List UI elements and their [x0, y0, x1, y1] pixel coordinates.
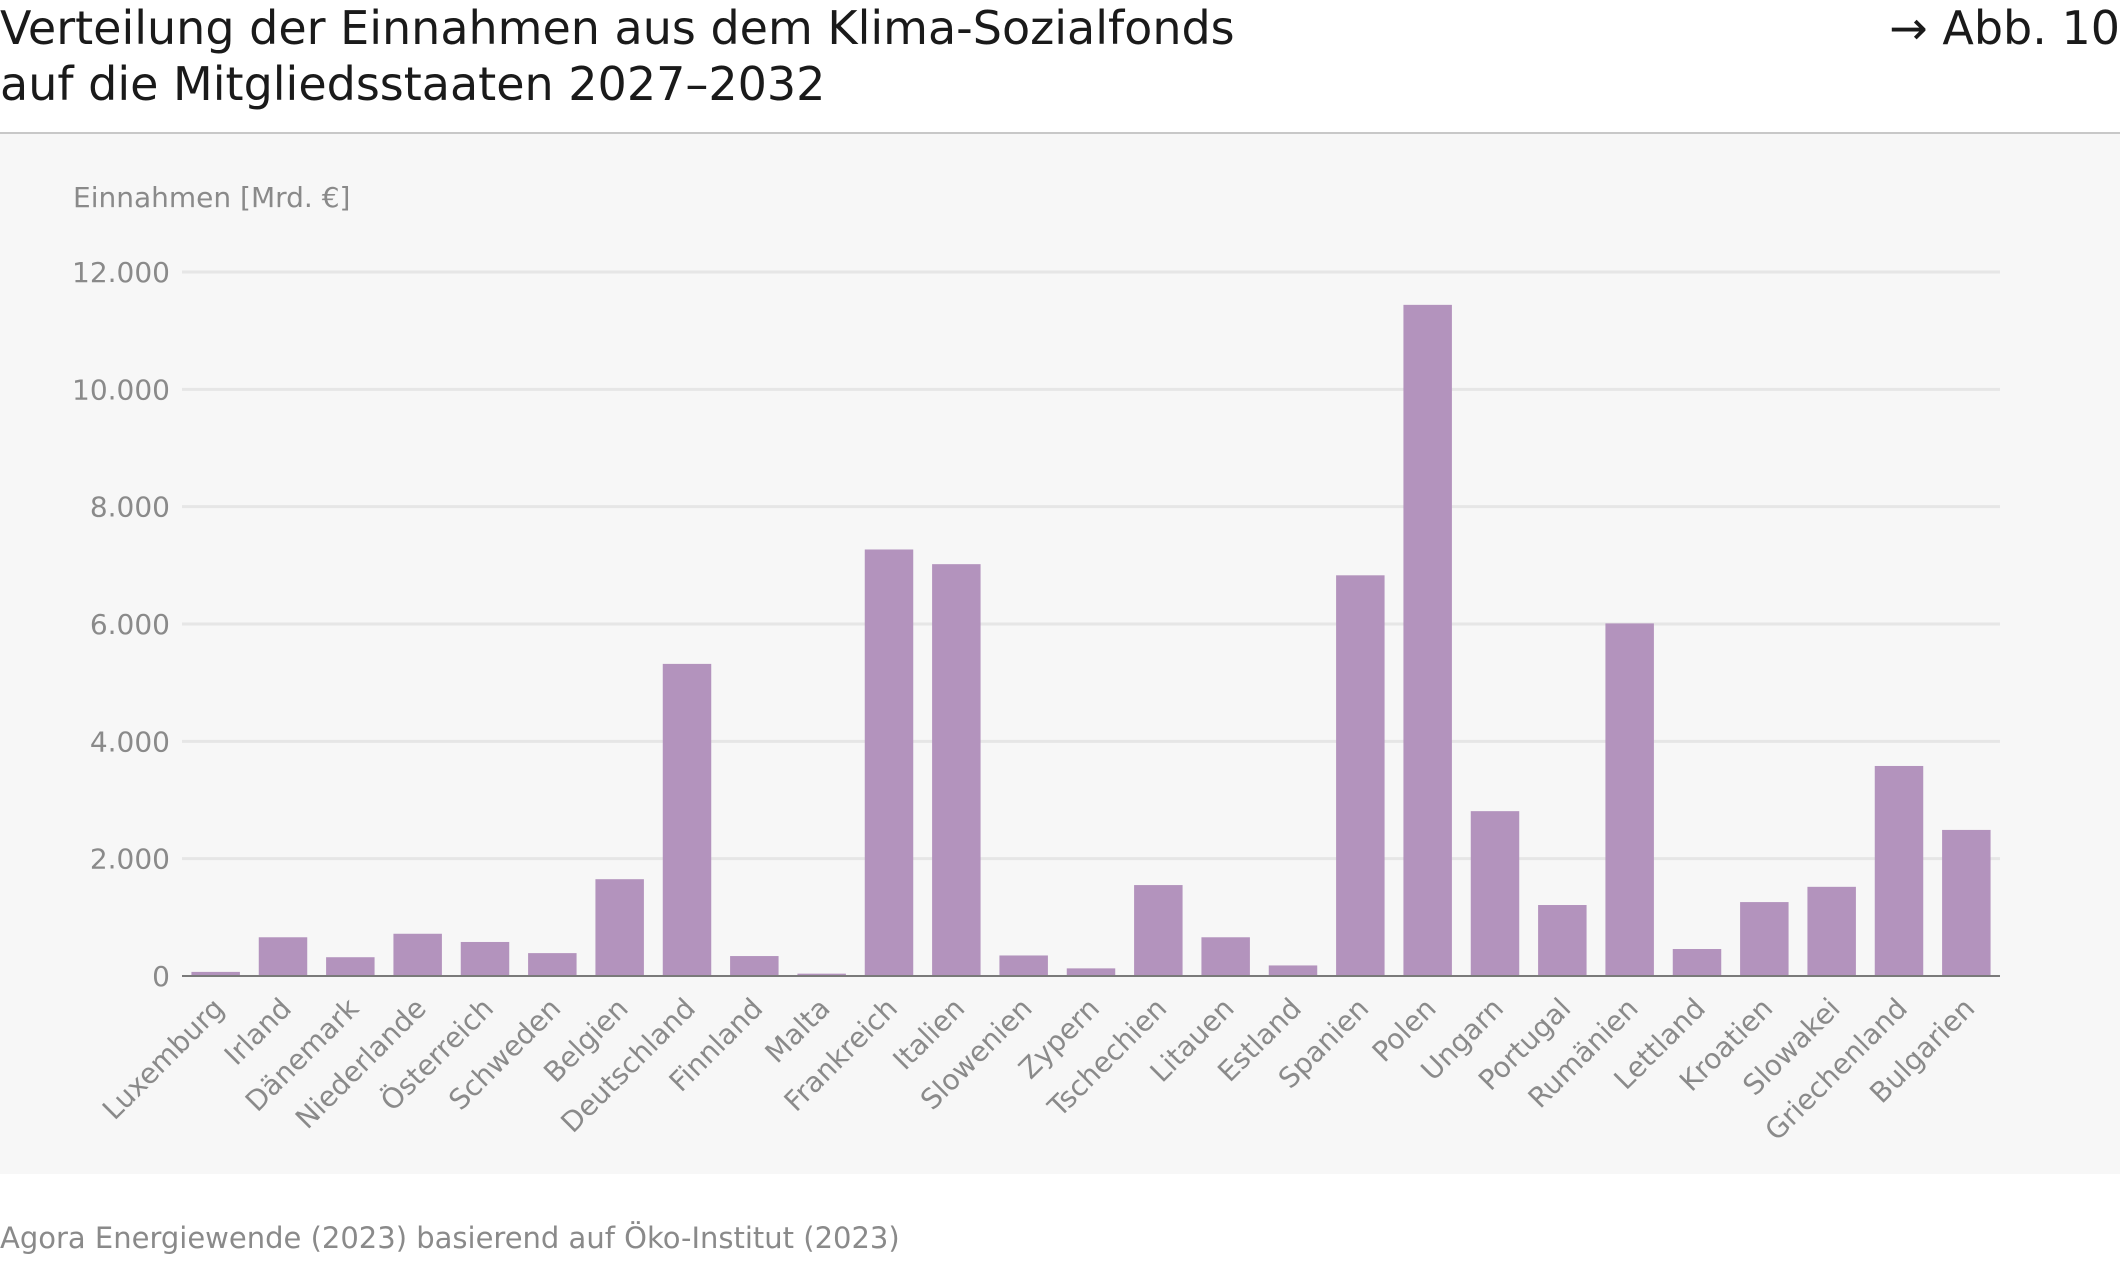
grid-layer: [182, 270, 2000, 861]
bar-polen: [1403, 304, 1452, 976]
chart-title-line-2: auf die Mitgliedsstaaten 2027–2032: [0, 57, 826, 111]
bar-lettland: [1672, 949, 1722, 976]
x-tick-label: Luxemburg: [96, 992, 231, 1127]
y-tick-label: 2.000: [90, 843, 170, 876]
chart-title: Verteilung der Einnahmen aus dem Klima-S…: [0, 0, 1500, 112]
bar-irland: [258, 937, 308, 976]
bar-rumänien: [1605, 623, 1654, 976]
bar-schweden: [528, 953, 577, 976]
bar-tschechien: [1134, 885, 1183, 976]
y-axis-title: Einnahmen [Mrd. €]: [73, 181, 350, 214]
y-tick-label: 12.000: [72, 256, 170, 289]
y-tick-label: 10.000: [72, 373, 170, 406]
bar-slowenien: [999, 955, 1048, 976]
labels-layer: Einnahmen [Mrd. €] 0 2.000 4.000 6.000 8.000 1…: [72, 181, 1981, 1147]
bar-österreich: [460, 941, 510, 976]
header-divider: [0, 132, 2120, 134]
chart-title-line-1: Verteilung der Einnahmen aus dem Klima-S…: [0, 1, 1235, 55]
bar-niederlande: [393, 933, 442, 976]
bar-litauen: [1201, 937, 1250, 976]
y-tick-label: 8.000: [90, 491, 170, 524]
bar-luxemburg: [191, 971, 240, 976]
bar-ungarn: [1470, 811, 1520, 976]
bar-frankreich: [864, 549, 914, 976]
y-tick-label: 0: [152, 960, 170, 993]
source-note: Agora Energiewende (2023) basierend auf …: [0, 1221, 900, 1255]
bar-griechenland: [1874, 765, 1924, 976]
bar-dänemark: [326, 957, 375, 976]
bar-estland: [1268, 965, 1318, 976]
bar-malta: [797, 973, 846, 976]
bar-italien: [932, 564, 981, 976]
y-tick-label: 6.000: [90, 608, 170, 641]
bar-spanien: [1336, 575, 1385, 976]
y-tick-label: 4.000: [90, 725, 170, 758]
bars-layer: [191, 304, 1991, 976]
bar-belgien: [595, 879, 644, 976]
bar-kroatien: [1740, 902, 1789, 976]
bar-portugal: [1538, 905, 1587, 976]
bar-deutschland: [662, 663, 712, 976]
bar-bulgarien: [1942, 829, 1991, 976]
figure-reference: → Abb. 10: [1889, 1, 2120, 55]
chart-panel: Einnahmen [Mrd. €] 0 2.000 4.000 6.000 8.000 1…: [0, 134, 2120, 1174]
bar-chart: Einnahmen [Mrd. €] 0 2.000 4.000 6.000 8.000 1…: [72, 181, 2000, 1147]
bar-slowakei: [1807, 886, 1856, 976]
bar-zypern: [1066, 968, 1116, 976]
bar-finnland: [730, 956, 779, 976]
